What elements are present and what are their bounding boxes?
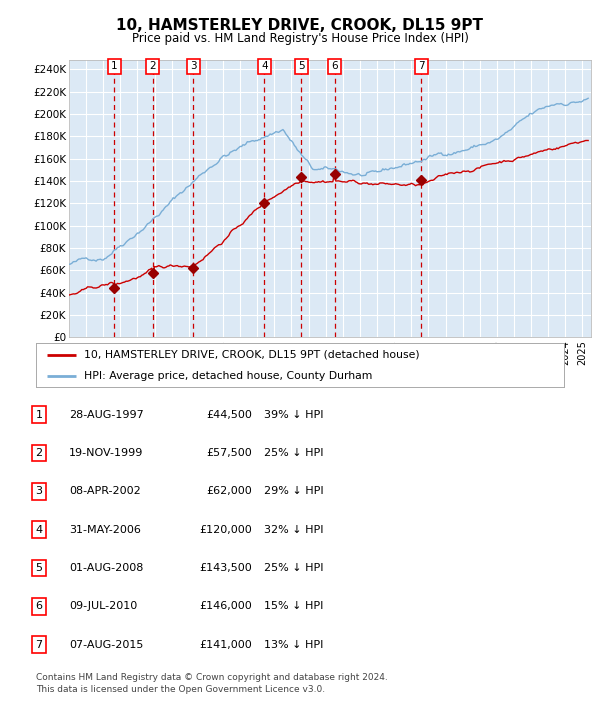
Text: 07-AUG-2015: 07-AUG-2015: [69, 640, 143, 650]
Text: 4: 4: [261, 62, 268, 72]
Text: £44,500: £44,500: [206, 410, 252, 420]
Text: 08-APR-2002: 08-APR-2002: [69, 486, 141, 496]
Text: 10, HAMSTERLEY DRIVE, CROOK, DL15 9PT (detached house): 10, HAMSTERLEY DRIVE, CROOK, DL15 9PT (d…: [83, 350, 419, 360]
Text: 6: 6: [331, 62, 338, 72]
Text: 01-AUG-2008: 01-AUG-2008: [69, 563, 143, 573]
Text: 3: 3: [35, 486, 43, 496]
Text: £120,000: £120,000: [199, 525, 252, 535]
Text: 6: 6: [35, 601, 43, 611]
Text: Price paid vs. HM Land Registry's House Price Index (HPI): Price paid vs. HM Land Registry's House …: [131, 32, 469, 45]
Text: 19-NOV-1999: 19-NOV-1999: [69, 448, 143, 458]
Text: 29% ↓ HPI: 29% ↓ HPI: [264, 486, 323, 496]
Text: £146,000: £146,000: [199, 601, 252, 611]
Text: £141,000: £141,000: [199, 640, 252, 650]
Text: 31-MAY-2006: 31-MAY-2006: [69, 525, 141, 535]
Text: 3: 3: [190, 62, 197, 72]
Text: 1: 1: [35, 410, 43, 420]
Text: £143,500: £143,500: [199, 563, 252, 573]
Text: 28-AUG-1997: 28-AUG-1997: [69, 410, 144, 420]
Text: 15% ↓ HPI: 15% ↓ HPI: [264, 601, 323, 611]
Text: 7: 7: [418, 62, 425, 72]
Text: £62,000: £62,000: [206, 486, 252, 496]
Text: 25% ↓ HPI: 25% ↓ HPI: [264, 563, 323, 573]
Text: This data is licensed under the Open Government Licence v3.0.: This data is licensed under the Open Gov…: [36, 685, 325, 694]
Text: 32% ↓ HPI: 32% ↓ HPI: [264, 525, 323, 535]
Text: 09-JUL-2010: 09-JUL-2010: [69, 601, 137, 611]
Text: 5: 5: [35, 563, 43, 573]
Text: 1: 1: [111, 62, 118, 72]
Text: £57,500: £57,500: [206, 448, 252, 458]
Text: 10, HAMSTERLEY DRIVE, CROOK, DL15 9PT: 10, HAMSTERLEY DRIVE, CROOK, DL15 9PT: [116, 18, 484, 33]
Text: 7: 7: [35, 640, 43, 650]
Text: 39% ↓ HPI: 39% ↓ HPI: [264, 410, 323, 420]
Text: HPI: Average price, detached house, County Durham: HPI: Average price, detached house, Coun…: [83, 371, 372, 381]
Text: 2: 2: [35, 448, 43, 458]
Text: 2: 2: [149, 62, 156, 72]
Text: 25% ↓ HPI: 25% ↓ HPI: [264, 448, 323, 458]
Text: 4: 4: [35, 525, 43, 535]
Text: Contains HM Land Registry data © Crown copyright and database right 2024.: Contains HM Land Registry data © Crown c…: [36, 673, 388, 682]
Text: 5: 5: [298, 62, 305, 72]
Text: 13% ↓ HPI: 13% ↓ HPI: [264, 640, 323, 650]
